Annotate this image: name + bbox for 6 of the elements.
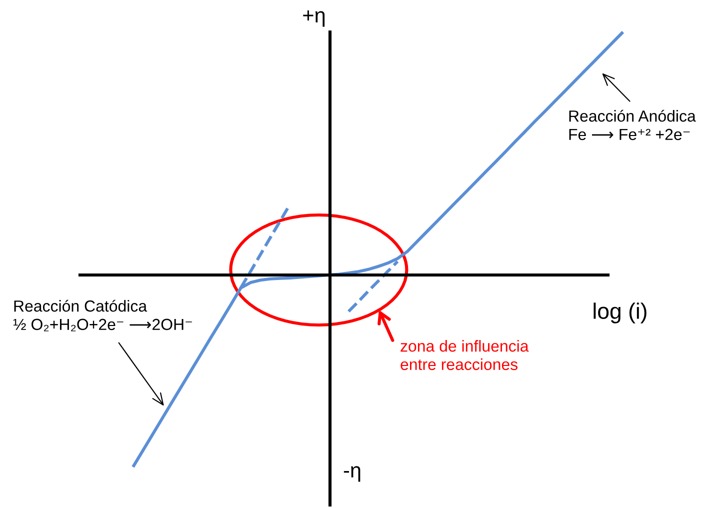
x-axis-title: log (i) [594,302,646,324]
y-axis-title: +η [303,10,325,27]
annotation: Reacción Anódica Fe ⟶ Fe⁺² +2e⁻ [569,110,696,140]
annotation: -η [344,466,360,482]
annotation: zona de influencia entre reacciones [400,340,529,370]
annotation: Reacción Catódica ½ O₂+H₂O+2e⁻ ⟶2OH⁻ [13,300,192,332]
